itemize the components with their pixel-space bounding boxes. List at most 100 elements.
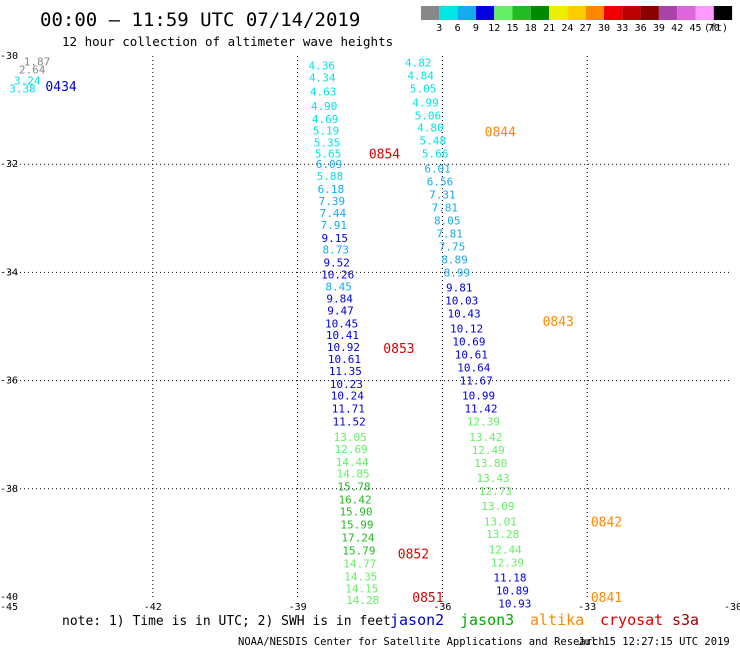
wave-height-value: 7.81 <box>436 227 463 240</box>
satellite-legend-item: s3a <box>672 611 699 629</box>
satellite-legend-item: jason3 <box>460 611 514 629</box>
wave-height-value: 7.91 <box>321 219 348 232</box>
pass-time-label: 0841 <box>591 591 622 606</box>
wave-height-value: 5.35 <box>314 137 341 150</box>
satellite-legend: jason2 jason3 altika cryosat s3a <box>390 611 699 629</box>
wave-height-value: 4.82 <box>405 56 432 69</box>
wave-height-value: 10.99 <box>462 390 495 403</box>
wave-height-value: 5.65 <box>315 147 342 160</box>
colorbar-swatch <box>585 6 604 20</box>
wave-height-value: 15.99 <box>340 519 373 532</box>
colorbar-tick-label: 39 <box>653 23 665 34</box>
wave-height-value: 15.79 <box>342 544 375 557</box>
wave-height-value: 10.92 <box>327 341 360 354</box>
wave-height-value: 8.73 <box>322 244 349 257</box>
wave-height-value: 11.52 <box>333 416 366 429</box>
wave-height-value: 4.69 <box>312 113 339 126</box>
wave-height-value: 13.28 <box>486 528 519 541</box>
satellite-legend-item: altika <box>530 611 584 629</box>
colorbar-tick-label: 9 <box>473 23 479 34</box>
wave-height-value: 14.15 <box>345 582 378 595</box>
colorbar-swatch <box>567 6 586 20</box>
wave-height-value: 10.93 <box>498 597 531 610</box>
colorbar-swatch <box>658 6 678 20</box>
wave-height-value: 4.80 <box>417 121 444 134</box>
wave-height-value: 7.81 <box>432 201 459 214</box>
colorbar-tick-label: 24 <box>561 23 573 34</box>
y-tick-label: -34 <box>0 267 18 278</box>
x-tick-label: -42 <box>144 602 162 613</box>
plot-grid <box>8 56 732 597</box>
colorbar-swatch <box>549 6 568 20</box>
wave-height-value: 7.75 <box>439 240 466 253</box>
footer-note: note: 1) Time is in UTC; 2) SWH is in fe… <box>62 614 391 629</box>
pass-time-label: 0434 <box>45 80 76 95</box>
wave-height-value: 4.84 <box>407 69 434 82</box>
wave-height-value: 4.36 <box>308 60 335 73</box>
wave-height-value: 16.42 <box>338 494 371 507</box>
y-tick-label: -40 <box>0 592 18 603</box>
wave-height-value: 10.43 <box>448 308 481 321</box>
x-tick-label: -45 <box>0 602 18 613</box>
wave-height-value: 10.24 <box>331 390 364 403</box>
wave-height-value: 7.44 <box>320 207 347 220</box>
wave-height-value: 13.05 <box>334 431 367 444</box>
colorbar-swatch <box>604 6 623 20</box>
colorbar: 3 6 9 12 15 18 21 24 27 30 33 36 39 42 45 70 <box>421 6 733 34</box>
wave-height-value: 13.42 <box>469 431 502 444</box>
wave-height-value: 12.39 <box>467 416 500 429</box>
wave-height-values: 3.383.242.641.87 4.364.344.634.904.695.19… <box>9 55 531 610</box>
wave-height-value: 6.56 <box>427 176 454 189</box>
x-tick-label: -33 <box>578 602 596 613</box>
colorbar-tick-label: 15 <box>506 23 518 34</box>
colorbar-swatch <box>494 6 513 20</box>
wave-height-value: 4.63 <box>310 86 337 99</box>
wave-height-value: 14.35 <box>344 570 377 583</box>
wave-height-value: 1.87 <box>24 55 51 68</box>
wave-height-value: 12.49 <box>472 444 505 457</box>
colorbar-swatch <box>640 6 659 20</box>
footer-credit: NOAA/NESDIS Center for Satellite Applica… <box>238 636 605 648</box>
colorbar-swatch <box>695 6 714 20</box>
pass-time-label: 0854 <box>369 147 400 162</box>
wave-height-value: 11.18 <box>493 572 526 585</box>
x-tick-label: -30 <box>724 602 740 613</box>
wave-height-value: 11.67 <box>460 375 493 388</box>
wave-height-value: 8.99 <box>444 266 471 279</box>
colorbar-swatch <box>457 6 476 20</box>
wave-height-value: 9.15 <box>322 232 349 245</box>
colorbar-swatch <box>677 6 696 20</box>
wave-height-value: 5.66 <box>422 147 449 160</box>
wave-height-value: 10.03 <box>445 295 478 308</box>
chart-title: 00:00 – 11:59 UTC 07/14/2019 <box>40 9 360 31</box>
satellite-legend-item: cryosat <box>600 611 663 629</box>
chart-subtitle: 12 hour collection of altimeter wave hei… <box>62 34 393 49</box>
wave-height-value: 13.43 <box>477 472 510 485</box>
colorbar-tick-label: 18 <box>525 23 537 34</box>
colorbar-tick-label: 45 <box>689 23 701 34</box>
wave-height-value: 9.47 <box>327 304 354 317</box>
colorbar-swatch <box>622 6 641 20</box>
colorbar-tick-label: 12 <box>488 23 500 34</box>
wave-height-value: 17.24 <box>341 531 374 544</box>
wave-height-value: 14.85 <box>337 468 370 481</box>
wave-height-value: 10.26 <box>321 269 354 282</box>
wave-height-value: 10.12 <box>450 323 483 336</box>
wave-height-value: 10.61 <box>455 349 488 362</box>
wave-height-value: 10.41 <box>326 329 359 342</box>
colorbar-swatch <box>421 6 440 20</box>
y-tick-label: -38 <box>0 484 18 495</box>
wave-height-value: 8.45 <box>325 280 352 293</box>
wave-height-value: 14.28 <box>346 594 379 607</box>
wave-height-value: 13.80 <box>474 457 507 470</box>
wave-height-value: 10.69 <box>452 336 485 349</box>
pass-time-label: 0843 <box>543 315 574 330</box>
satellite-legend-item: jason2 <box>390 611 444 629</box>
wave-height-value: 4.90 <box>311 100 338 113</box>
wave-height-value: 13.09 <box>481 500 514 513</box>
wave-height-value: 5.05 <box>410 82 437 95</box>
wave-height-value: 5.19 <box>313 125 340 138</box>
colorbar-unit-label: (ft) <box>704 23 728 34</box>
wave-height-value: 13.01 <box>484 515 517 528</box>
